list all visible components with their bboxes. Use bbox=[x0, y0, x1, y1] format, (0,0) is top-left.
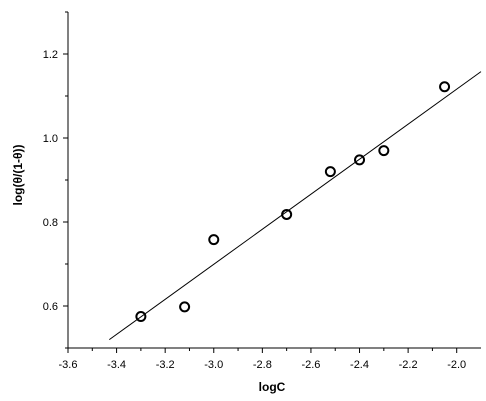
data-points bbox=[135, 81, 451, 322]
y-tick-label: 1.2 bbox=[43, 49, 58, 61]
x-tick-label: -2.8 bbox=[253, 359, 272, 371]
x-tick-label: -2.0 bbox=[447, 359, 466, 371]
x-axis: -3.6 -3.4 -3.2 -3.0 -2.8 -2.6 -2.4 -2.2 -2.0 bbox=[59, 348, 466, 371]
data-point bbox=[179, 301, 191, 313]
data-point bbox=[324, 166, 336, 178]
x-tick-label: -2.6 bbox=[301, 359, 320, 371]
plot-frame bbox=[67, 12, 481, 349]
x-tick-label: -2.4 bbox=[350, 359, 369, 371]
data-point bbox=[281, 208, 293, 220]
y-axis: 0.6 0.8 1.0 1.2 bbox=[43, 11, 68, 349]
data-point bbox=[354, 154, 366, 166]
x-axis-title: logC bbox=[259, 380, 286, 394]
x-tick-label: -3.4 bbox=[107, 359, 126, 371]
fit-line bbox=[109, 71, 482, 341]
y-tick-label: 1.0 bbox=[43, 133, 58, 145]
x-tick-label: -3.6 bbox=[59, 359, 78, 371]
y-tick-label: 0.8 bbox=[43, 217, 58, 229]
fit-line-layer bbox=[109, 71, 482, 341]
x-tick-label: -3.0 bbox=[204, 359, 223, 371]
data-point bbox=[208, 234, 220, 246]
data-point bbox=[135, 311, 147, 322]
y-axis-title: log(θ/(1-θ)) bbox=[11, 145, 25, 206]
x-tick-label: -2.2 bbox=[399, 359, 418, 371]
data-point bbox=[378, 145, 390, 157]
x-tick-label: -3.2 bbox=[156, 359, 175, 371]
y-tick-label: 0.6 bbox=[43, 301, 58, 313]
data-point bbox=[439, 81, 451, 93]
